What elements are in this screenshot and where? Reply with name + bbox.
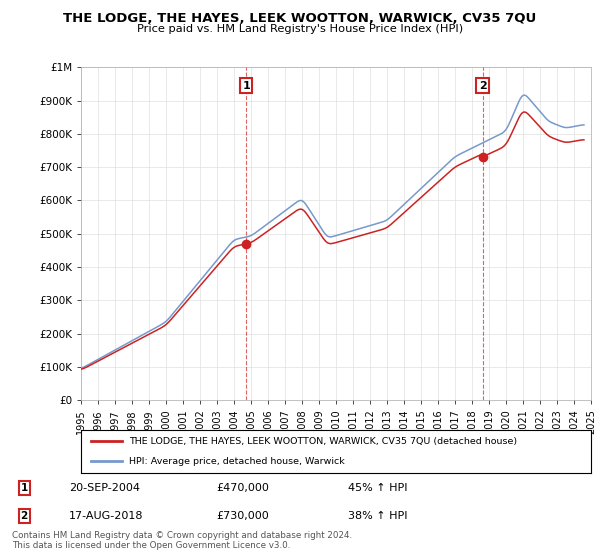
Text: THE LODGE, THE HAYES, LEEK WOOTTON, WARWICK, CV35 7QU: THE LODGE, THE HAYES, LEEK WOOTTON, WARW… [64, 12, 536, 25]
Text: THE LODGE, THE HAYES, LEEK WOOTTON, WARWICK, CV35 7QU (detached house): THE LODGE, THE HAYES, LEEK WOOTTON, WARW… [130, 437, 518, 446]
Text: 17-AUG-2018: 17-AUG-2018 [69, 511, 143, 521]
Text: 2: 2 [20, 511, 28, 521]
Text: 20-SEP-2004: 20-SEP-2004 [69, 483, 140, 493]
Text: 2: 2 [479, 81, 487, 91]
Text: 1: 1 [242, 81, 250, 91]
Text: £730,000: £730,000 [216, 511, 269, 521]
Text: £470,000: £470,000 [216, 483, 269, 493]
Text: 38% ↑ HPI: 38% ↑ HPI [348, 511, 407, 521]
Text: HPI: Average price, detached house, Warwick: HPI: Average price, detached house, Warw… [130, 457, 345, 466]
Text: 45% ↑ HPI: 45% ↑ HPI [348, 483, 407, 493]
Text: 1: 1 [20, 483, 28, 493]
Text: Price paid vs. HM Land Registry's House Price Index (HPI): Price paid vs. HM Land Registry's House … [137, 24, 463, 34]
Text: Contains HM Land Registry data © Crown copyright and database right 2024.
This d: Contains HM Land Registry data © Crown c… [12, 531, 352, 550]
